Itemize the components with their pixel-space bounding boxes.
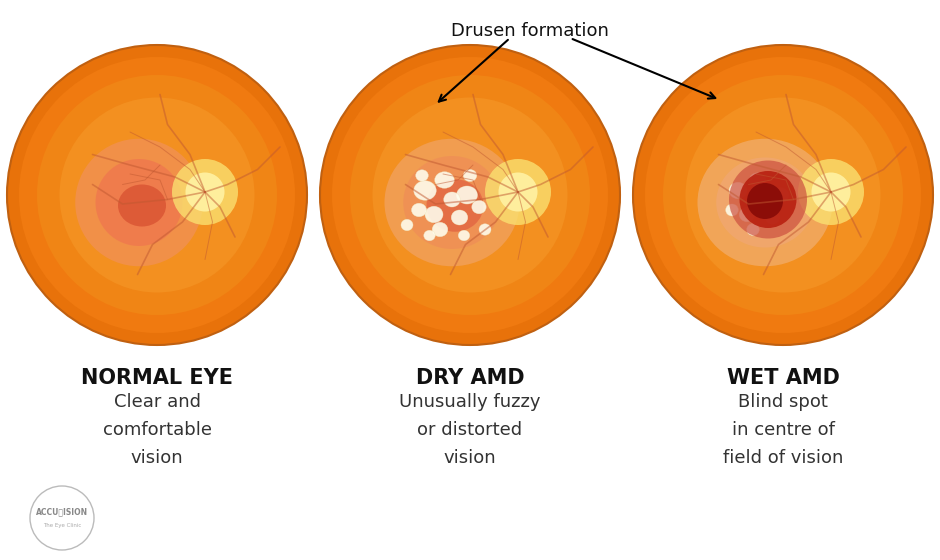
Circle shape bbox=[811, 172, 851, 212]
Circle shape bbox=[332, 57, 608, 333]
Ellipse shape bbox=[749, 173, 766, 187]
Text: WET AMD: WET AMD bbox=[727, 368, 839, 388]
Circle shape bbox=[729, 161, 807, 239]
Ellipse shape bbox=[726, 204, 738, 216]
Ellipse shape bbox=[697, 139, 833, 266]
Ellipse shape bbox=[432, 222, 447, 237]
Circle shape bbox=[372, 97, 568, 292]
Ellipse shape bbox=[384, 139, 520, 266]
Text: DRY AMD: DRY AMD bbox=[415, 368, 525, 388]
Circle shape bbox=[350, 75, 590, 315]
Circle shape bbox=[485, 159, 551, 225]
Text: Blind spot
in centre of
field of vision: Blind spot in centre of field of vision bbox=[723, 393, 843, 466]
Circle shape bbox=[59, 97, 255, 292]
Ellipse shape bbox=[746, 223, 760, 236]
Circle shape bbox=[740, 171, 796, 228]
Ellipse shape bbox=[772, 188, 789, 203]
Ellipse shape bbox=[424, 230, 435, 241]
Text: NORMAL EYE: NORMAL EYE bbox=[81, 368, 233, 388]
Ellipse shape bbox=[739, 207, 755, 222]
Text: Drusen formation: Drusen formation bbox=[451, 22, 609, 40]
Text: Clear and
comfortable
vision: Clear and comfortable vision bbox=[102, 393, 212, 466]
Ellipse shape bbox=[729, 182, 747, 199]
Ellipse shape bbox=[457, 186, 478, 204]
Ellipse shape bbox=[75, 139, 203, 266]
Ellipse shape bbox=[415, 170, 429, 181]
Circle shape bbox=[320, 45, 620, 345]
Ellipse shape bbox=[451, 210, 468, 225]
Ellipse shape bbox=[118, 184, 166, 226]
Ellipse shape bbox=[412, 203, 427, 217]
Circle shape bbox=[498, 172, 538, 212]
Ellipse shape bbox=[479, 224, 491, 235]
Ellipse shape bbox=[427, 179, 483, 232]
Circle shape bbox=[685, 97, 881, 292]
Ellipse shape bbox=[444, 192, 461, 207]
Ellipse shape bbox=[716, 157, 814, 248]
Ellipse shape bbox=[472, 200, 486, 214]
Ellipse shape bbox=[96, 159, 182, 246]
Ellipse shape bbox=[414, 181, 436, 200]
Text: ACCU⧸ISION: ACCU⧸ISION bbox=[36, 507, 88, 516]
Ellipse shape bbox=[425, 206, 443, 223]
Circle shape bbox=[7, 45, 307, 345]
Ellipse shape bbox=[403, 156, 501, 249]
Circle shape bbox=[663, 75, 903, 315]
Ellipse shape bbox=[401, 220, 413, 231]
Ellipse shape bbox=[459, 230, 470, 241]
Ellipse shape bbox=[434, 172, 454, 188]
Circle shape bbox=[185, 172, 225, 212]
Ellipse shape bbox=[463, 170, 477, 181]
Circle shape bbox=[645, 57, 921, 333]
Circle shape bbox=[747, 183, 783, 219]
Circle shape bbox=[633, 45, 933, 345]
Text: Unusually fuzzy
or distorted
vision: Unusually fuzzy or distorted vision bbox=[400, 393, 540, 466]
Text: The Eye Clinic: The Eye Clinic bbox=[43, 522, 81, 528]
Circle shape bbox=[19, 57, 295, 333]
Circle shape bbox=[37, 75, 277, 315]
Ellipse shape bbox=[765, 211, 779, 224]
Circle shape bbox=[798, 159, 864, 225]
Circle shape bbox=[172, 159, 238, 225]
